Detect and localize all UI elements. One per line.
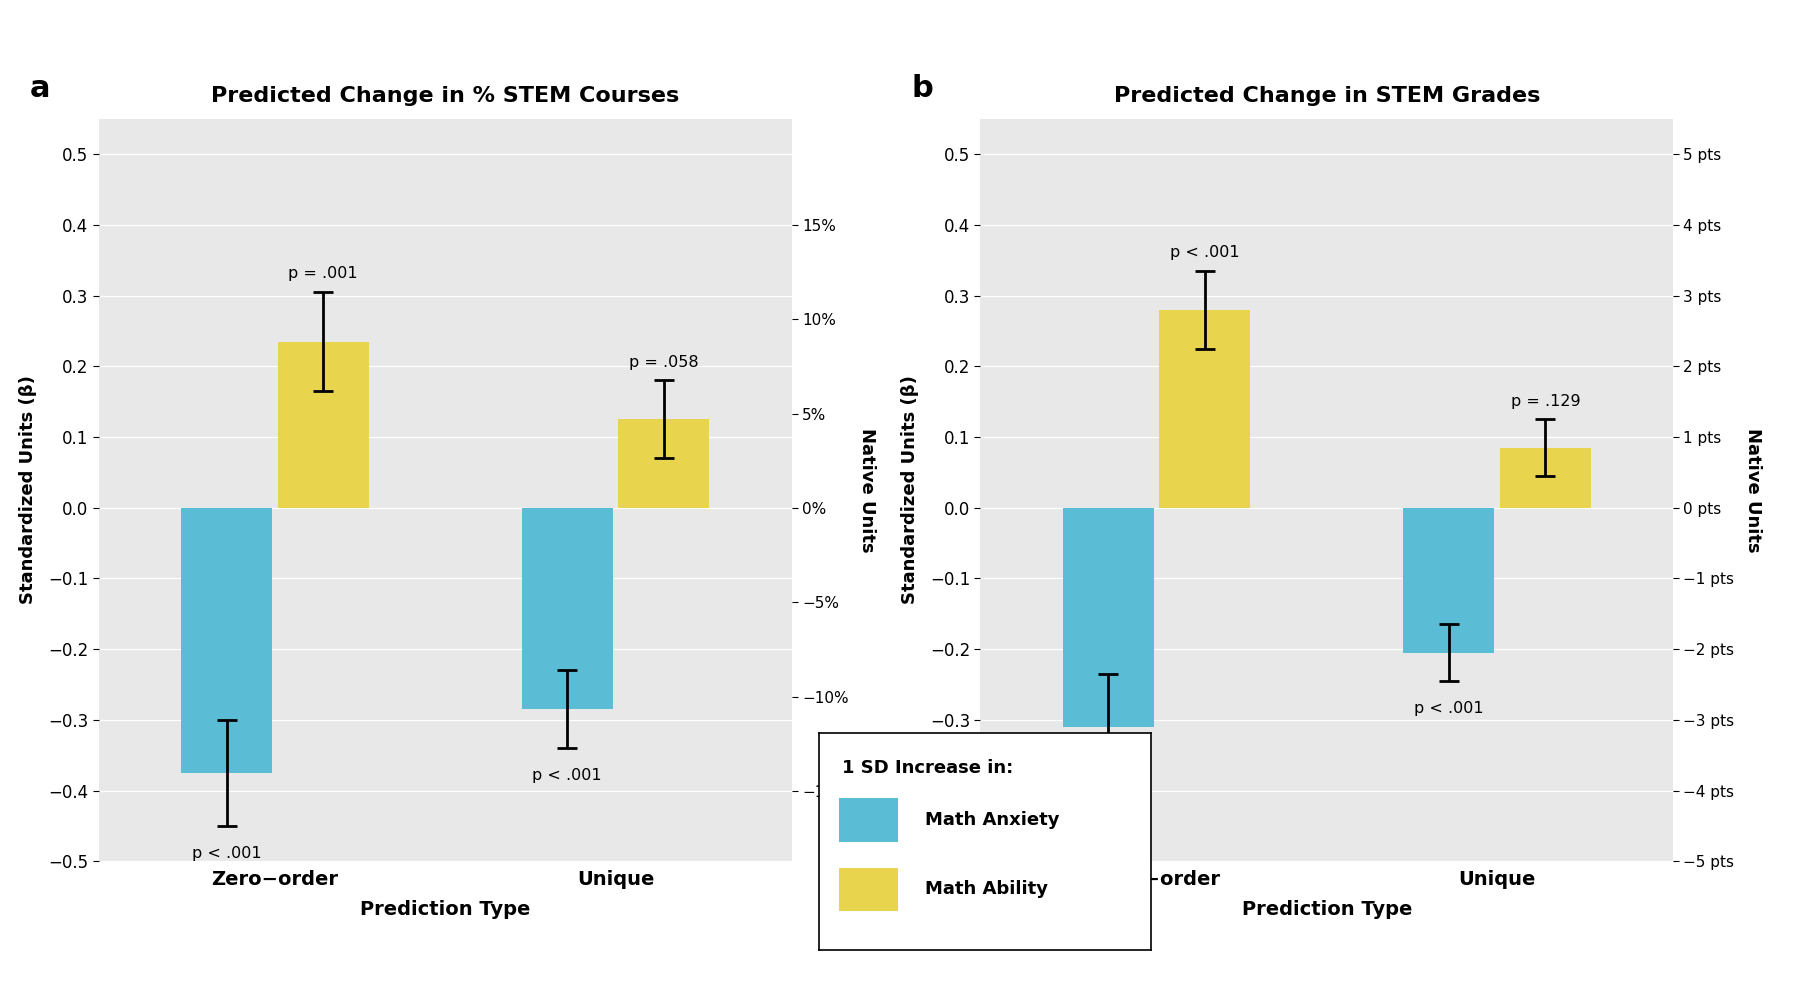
Y-axis label: Native Units: Native Units bbox=[858, 428, 876, 552]
Bar bbox=[838, 798, 897, 842]
Bar bbox=[1063, 508, 1153, 727]
Bar bbox=[838, 867, 897, 911]
X-axis label: Prediction Type: Prediction Type bbox=[360, 900, 530, 919]
Y-axis label: Standardized Units (β): Standardized Units (β) bbox=[901, 375, 919, 605]
Bar bbox=[1402, 508, 1494, 652]
Title: Predicted Change in % STEM Courses: Predicted Change in % STEM Courses bbox=[210, 86, 680, 106]
Text: p < .001: p < .001 bbox=[1413, 701, 1483, 716]
Text: p < .001: p < .001 bbox=[1073, 800, 1142, 815]
Title: Predicted Change in STEM Grades: Predicted Change in STEM Grades bbox=[1113, 86, 1539, 106]
Bar bbox=[521, 508, 613, 709]
X-axis label: Prediction Type: Prediction Type bbox=[1241, 900, 1411, 919]
Text: p < .001: p < .001 bbox=[192, 845, 261, 860]
Text: p < .001: p < .001 bbox=[1169, 246, 1239, 260]
Text: a: a bbox=[31, 74, 50, 103]
Text: p = .129: p = .129 bbox=[1510, 394, 1579, 409]
Bar bbox=[1158, 310, 1250, 508]
Bar bbox=[182, 508, 271, 773]
Y-axis label: Standardized Units (β): Standardized Units (β) bbox=[20, 375, 38, 605]
Bar bbox=[1500, 447, 1589, 508]
Y-axis label: Native Units: Native Units bbox=[1744, 428, 1762, 552]
Text: p = .058: p = .058 bbox=[629, 354, 698, 370]
Text: Math Anxiety: Math Anxiety bbox=[924, 811, 1059, 829]
Text: b: b bbox=[910, 74, 933, 103]
Text: p = .001: p = .001 bbox=[288, 266, 358, 281]
Text: p < .001: p < .001 bbox=[532, 768, 602, 783]
Bar bbox=[277, 342, 369, 508]
Text: Math Ability: Math Ability bbox=[924, 880, 1048, 898]
Bar bbox=[619, 420, 708, 508]
Text: 1 SD Increase in:: 1 SD Increase in: bbox=[841, 758, 1012, 777]
